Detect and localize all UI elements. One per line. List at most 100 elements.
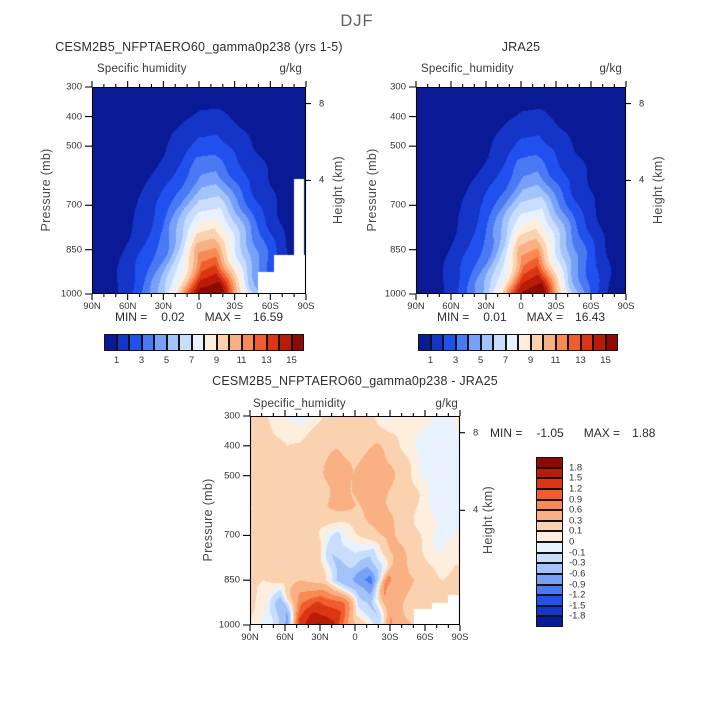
- colorbar-tick-label: 1.5: [569, 472, 583, 484]
- colorbar-tick-label: 0: [569, 536, 575, 548]
- colorbar-segment: [536, 478, 563, 489]
- contour-plot-jra25: [416, 87, 626, 294]
- colorbar-segment: [536, 595, 563, 606]
- y-tick-label: 400: [66, 111, 82, 123]
- x-tick-label: 30S: [226, 301, 244, 312]
- y-tick-label: 400: [224, 440, 240, 452]
- colorbar-tick-label: 13: [575, 355, 586, 366]
- colorbar-segment: [536, 520, 563, 532]
- min-label: MIN =: [490, 426, 523, 440]
- colorbar-segment: [580, 334, 593, 351]
- subtitle-variable: Specific_humidity: [421, 63, 514, 75]
- subtitle-units: g/kg: [279, 63, 302, 75]
- subtitle-units: g/kg: [599, 63, 622, 75]
- contour-plot-cesm: [92, 87, 306, 294]
- colorbar-tick-label: 15: [286, 355, 297, 366]
- x-tick-label: 30S: [381, 632, 399, 643]
- colorbar-segment: [605, 334, 618, 351]
- y-tick-label: 700: [66, 199, 82, 211]
- panel-axes: [409, 81, 631, 300]
- y-tick-label: 300: [224, 410, 240, 422]
- colorbar-segment: [216, 334, 229, 351]
- colorbar-segment: [543, 334, 556, 351]
- colorbar-segment: [555, 334, 568, 351]
- colorbar-tick-label: 11: [550, 355, 561, 366]
- x-tick-label: 30N: [154, 301, 173, 312]
- colorbar-tick-label: 3: [138, 355, 145, 366]
- colorbar-segment: [179, 334, 192, 351]
- colorbar-tick-label: -1.5: [569, 600, 586, 612]
- colorbar-segment: [279, 334, 292, 351]
- min-max-row: MIN = 0.02 MAX = 16.59: [29, 310, 369, 324]
- colorbar-segment: [229, 334, 242, 351]
- colorbar-tick-label: -1.2: [569, 589, 586, 601]
- y-tick-label: 300: [390, 81, 406, 93]
- colorbar-segment: [166, 334, 179, 351]
- colorbar-tick-label: -0.6: [569, 568, 586, 580]
- colorbar-segment: [536, 457, 563, 468]
- max-label: MAX =: [583, 426, 621, 440]
- x-tick-label: 0: [518, 301, 524, 312]
- max-value: 16.59: [253, 310, 284, 324]
- colorbar-segment: [536, 584, 563, 596]
- colorbar-segment: [455, 334, 468, 351]
- colorbar: [418, 334, 618, 351]
- max-value: 16.43: [575, 310, 606, 324]
- height-tick-label: 8: [319, 98, 325, 110]
- colorbar-tick-label: 7: [188, 355, 195, 366]
- colorbar-segment: [154, 334, 167, 351]
- y-tick-label: 1000: [60, 288, 82, 300]
- colorbar-tick-label: 5: [477, 355, 484, 366]
- colorbar-segment: [536, 467, 563, 479]
- colorbar-segment: [104, 334, 117, 351]
- colorbar-tick-label: -1.8: [569, 610, 586, 622]
- y-tick-label: 300: [66, 81, 82, 93]
- colorbar-segment: [443, 334, 456, 351]
- colorbar-segment: [536, 499, 563, 511]
- x-tick-label: 60N: [118, 301, 137, 312]
- x-tick-label: 30S: [547, 301, 565, 312]
- min-value: -1.05: [536, 426, 564, 440]
- x-tick-label: 60N: [276, 632, 294, 643]
- colorbar-tick-label: 15: [600, 355, 611, 366]
- colorbar-segment: [480, 334, 493, 351]
- height-tick-label: 8: [473, 427, 479, 439]
- colorbar-tick-label: 0.6: [569, 504, 583, 516]
- colorbar-tick-label: 11: [236, 355, 247, 366]
- y-tick-label: 1000: [384, 288, 406, 300]
- colorbar: [104, 334, 304, 351]
- colorbar-segment: [505, 334, 518, 351]
- colorbar-tick-label: 9: [213, 355, 220, 366]
- y-tick-label: 700: [390, 199, 406, 211]
- x-tick-label: 60N: [442, 301, 460, 312]
- colorbar-segment: [493, 334, 506, 351]
- max-label: MAX =: [204, 310, 242, 324]
- height-tick-label: 8: [639, 98, 645, 110]
- colorbar-tick-label: -0.1: [569, 547, 586, 559]
- colorbar-segment: [536, 488, 563, 500]
- colorbar-tick-label: 1.8: [569, 462, 583, 474]
- colorbar-segment: [593, 334, 606, 351]
- min-value: 0.02: [161, 310, 185, 324]
- contour-plot-difference: [250, 416, 460, 625]
- max-label: MAX =: [526, 310, 564, 324]
- colorbar-segment: [129, 334, 142, 351]
- y-tick-label: 850: [66, 244, 82, 256]
- x-tick-label: 60S: [416, 632, 434, 643]
- x-tick-label: 90N: [407, 301, 425, 312]
- subtitle-units: g/kg: [435, 398, 458, 410]
- colorbar-segment: [141, 334, 154, 351]
- colorbar-segment: [568, 334, 581, 351]
- x-tick-label: 90S: [297, 301, 315, 312]
- y-tick-label: 500: [390, 140, 406, 152]
- y-tick-label: 700: [224, 529, 240, 541]
- figure-title: DJF: [340, 12, 374, 30]
- height-tick-label: 4: [639, 174, 645, 186]
- panel-axes: [243, 410, 465, 631]
- colorbar-segment: [536, 616, 563, 627]
- subtitle-variable: Specific humidity: [97, 63, 187, 75]
- height-tick-label: 4: [319, 174, 325, 186]
- y-tick-label: 500: [224, 470, 240, 482]
